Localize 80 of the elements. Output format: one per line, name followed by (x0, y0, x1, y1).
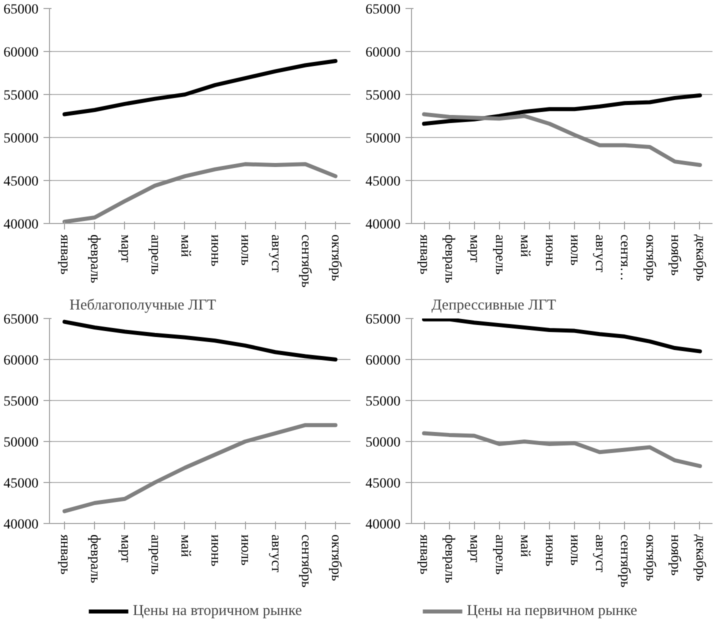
x-tick-label: май (177, 234, 192, 258)
x-tick-label: октябрь (642, 234, 658, 281)
x-tick-label: январь (416, 534, 432, 574)
y-tick-label: 65000 (4, 312, 38, 328)
x-tick-label: апрель (147, 234, 162, 275)
x-tick-label: октябрь (328, 234, 343, 281)
y-tick-label: 40000 (4, 218, 38, 232)
y-tick-label: 40000 (366, 518, 400, 532)
chart-title: Неблагополучные ЛГТ (70, 298, 216, 314)
y-tick-label: 50000 (366, 132, 400, 146)
x-tick-label: февраль (87, 234, 102, 284)
y-tick-label: 55000 (4, 394, 38, 410)
x-tick-label: март (466, 234, 482, 262)
line-series (422, 431, 702, 468)
y-tick-label: 50000 (366, 436, 400, 450)
x-tick-label: июль (238, 534, 253, 566)
x-tick-label: апрель (492, 234, 507, 275)
x-tick-label: июнь (208, 534, 223, 566)
line-series (62, 162, 338, 224)
x-tick-label: ноябрь (667, 534, 682, 576)
x-tick-label: декабрь (692, 234, 708, 282)
y-tick-label: 55000 (4, 88, 38, 104)
x-tick-label: январь (57, 234, 72, 274)
y-tick-label: 45000 (4, 476, 38, 492)
y-tick-label: 50000 (4, 132, 38, 146)
x-tick-label: май (516, 234, 532, 258)
y-tick-label: 45000 (366, 174, 400, 190)
x-tick-label: декабрь (692, 534, 708, 582)
x-tick-label: сентябрь (298, 234, 313, 288)
x-tick-label: июнь (542, 234, 557, 266)
x-tick-label: февраль (442, 534, 457, 584)
y-tick-label: 60000 (4, 354, 38, 368)
x-tick-label: июнь (542, 534, 557, 566)
x-tick-label: апрель (147, 534, 162, 575)
y-tick-label: 45000 (366, 476, 400, 492)
y-tick-label: 60000 (366, 46, 400, 60)
x-tick-label: апрель (492, 534, 507, 575)
x-tick-label: март (117, 534, 132, 562)
x-tick-label: август (268, 234, 283, 272)
x-tick-label: июнь (208, 234, 223, 266)
x-tick-label: июль (567, 234, 582, 266)
y-tick-label: 55000 (366, 88, 400, 104)
x-tick-label: май (516, 534, 532, 558)
y-tick-label: 50000 (4, 436, 38, 450)
y-tick-label: 65000 (366, 2, 400, 18)
x-tick-label: февраль (442, 234, 457, 284)
y-tick-label: 60000 (366, 354, 400, 368)
x-tick-label: август (592, 534, 608, 572)
y-tick-label: 40000 (366, 218, 400, 232)
x-tick-label: август (268, 534, 283, 572)
x-tick-label: январь (57, 534, 72, 574)
line-series (422, 318, 702, 354)
line-series (62, 423, 338, 514)
line-series (422, 112, 702, 168)
line-series (62, 58, 338, 116)
legend-label: Цены на первичном рынке (466, 602, 638, 620)
y-tick-label: 45000 (4, 174, 38, 190)
y-tick-label: 60000 (4, 46, 38, 60)
x-tick-label: октябрь (642, 534, 658, 581)
chart-title: Депрессивные ЛГТ (432, 298, 556, 314)
x-tick-label: сентябрь (298, 534, 313, 588)
x-tick-label: май (177, 534, 192, 558)
x-tick-label: июль (567, 534, 582, 566)
line-series (422, 93, 702, 126)
x-tick-label: сентябрь (617, 534, 632, 588)
x-tick-label: март (117, 234, 132, 262)
y-tick-label: 55000 (366, 394, 400, 410)
x-tick-label: сентя… (617, 234, 632, 281)
line-series (62, 320, 338, 362)
x-tick-label: октябрь (328, 534, 343, 581)
x-tick-label: август (592, 234, 608, 272)
y-tick-label: 65000 (4, 2, 38, 18)
x-tick-label: ноябрь (667, 234, 682, 276)
x-tick-label: июль (238, 234, 253, 266)
y-tick-label: 65000 (366, 312, 400, 328)
y-tick-label: 40000 (4, 518, 38, 532)
x-tick-label: март (466, 534, 482, 562)
legend-label: Цены на вторичном рынке (132, 602, 302, 620)
x-tick-label: февраль (87, 534, 102, 584)
x-tick-label: январь (416, 234, 432, 274)
